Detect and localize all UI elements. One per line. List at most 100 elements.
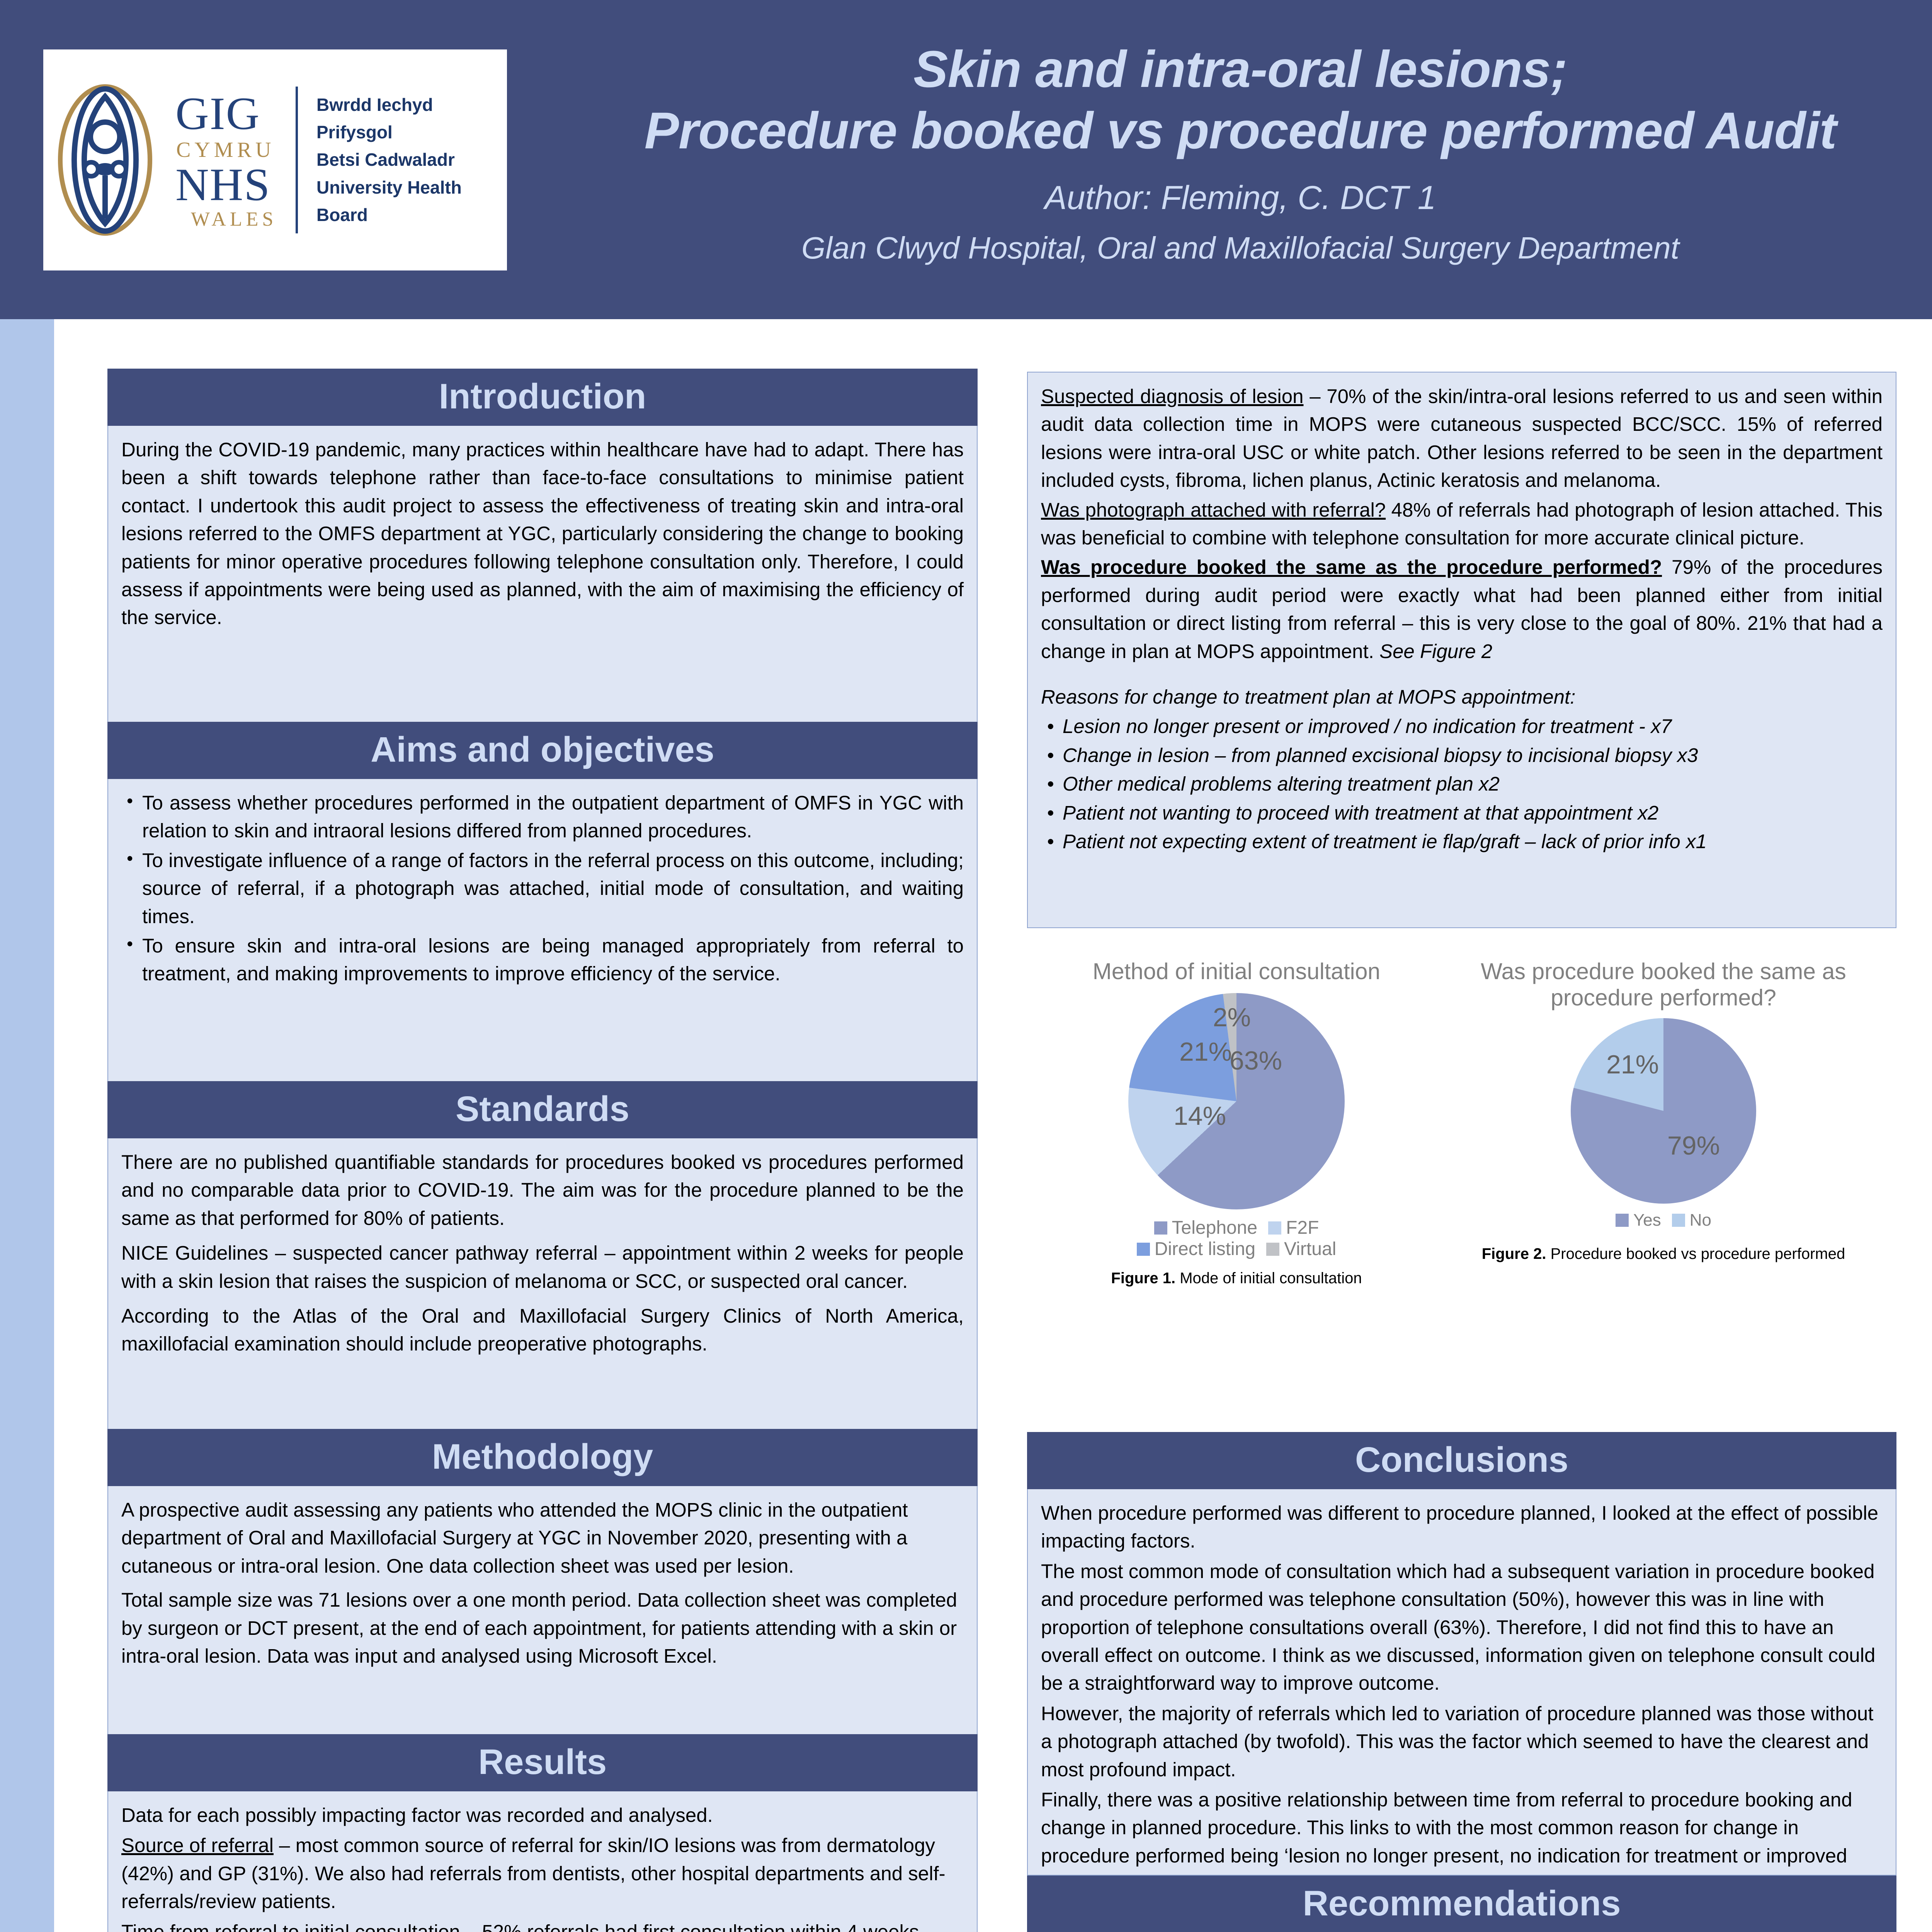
findings-item: Was photograph attached with referral? 4… [1041,496,1883,552]
page-title-line-2: Procedure booked vs procedure performed … [644,102,1837,160]
figure-2-legend: Yes No [1571,1211,1756,1230]
list-item: Patient not expecting extent of treatmen… [1041,828,1883,856]
section-standards-body: There are no published quantifiable stan… [107,1138,978,1436]
section-methodology: Methodology A prospective audit assessin… [107,1429,978,1741]
section-introduction: Introduction During the COVID-19 pandemi… [107,369,978,728]
poster-banner: GIG CYMRU NHS WALES Bwrdd Iechyd Prifysg… [0,0,1932,319]
standards-paragraph-1: There are no published quantifiable stan… [121,1151,964,1229]
findings-item-label: Suspected diagnosis of lesion [1041,385,1304,407]
figure-1-title: Method of initial consultation [1092,959,1381,984]
legend-label: Telephone [1172,1218,1258,1238]
section-conclusions-heading: Conclusions [1027,1432,1896,1489]
pie-slice-label-telephone: 63% [1229,1046,1282,1076]
department-line: Glan Clwyd Hospital, Oral and Maxillofac… [801,230,1680,265]
section-results: Results Data for each possibly impacting… [107,1734,978,1932]
legend-label: Direct listing [1154,1239,1256,1260]
findings-item-text: – 70% of the skin/intra-oral lesions ref… [1041,385,1883,492]
findings-item: Suspected diagnosis of lesion – 70% of t… [1041,383,1883,495]
results-item-label: Source of referral [121,1834,274,1857]
legend-swatch-icon [1136,1242,1150,1256]
figure-1-pie [1128,993,1345,1210]
author-line: Author: Fleming, C. DCT 1 [1044,179,1436,216]
legend-label: Virtual [1284,1239,1337,1260]
results-item-label: Time from referral to initial consultati… [121,1920,460,1932]
section-recommendations: Recommendations Reaching out to GPs, den… [1027,1876,1896,1932]
health-board-name: Bwrdd Iechyd Prifysgol Betsi Cadwaladr U… [316,91,507,229]
figures-area: Method of initial consultation 63% 14% 2… [1026,958,1911,1349]
list-item: Other medical problems altering treatmen… [1041,770,1883,798]
list-item: Change in lesion – from planned excision… [1041,742,1883,770]
legend-swatch-icon [1266,1242,1280,1256]
section-aims-heading: Aims and objectives [107,722,978,779]
section-aims-body: To assess whether procedures performed i… [107,779,978,1088]
legend-item-telephone: Telephone [1154,1217,1258,1238]
figure-1-caption-text: Mode of initial consultation [1175,1270,1362,1287]
figure-1-caption: Figure 1. Mode of initial consultation [1026,1270,1447,1287]
section-recommendations-heading: Recommendations [1027,1876,1896,1932]
logo-gig-text: GIG [175,88,260,139]
figure-1-pie-wrap: 63% 14% 21% 2% [1128,993,1345,1210]
results-item-text: – 52% referrals had first consultation w… [465,1920,919,1932]
logo-nhs-text: NHS [175,159,271,210]
figure-2: Was procedure booked the same as procedu… [1455,958,1872,1263]
list-item: Lesion no longer present or improved / n… [1041,713,1883,741]
section-results-body: Data for each possibly impacting factor … [107,1791,978,1932]
figure-2-caption: Figure 2. Procedure booked vs procedure … [1455,1245,1872,1263]
page-title: Skin and intra-oral lesions; Procedure b… [526,39,1932,162]
health-board-line-1: Bwrdd Iechyd Prifysgol [316,94,433,143]
pie-slice-label-no: 21% [1606,1049,1659,1079]
pie-slice-label-direct-listing: 21% [1179,1037,1232,1067]
list-item: To ensure skin and intra-oral lesions ar… [121,931,964,988]
figure-1-caption-label: Figure 1. [1111,1270,1176,1287]
legend-label: No [1689,1210,1712,1230]
figure-2-caption-text: Procedure booked vs procedure performed [1546,1245,1845,1262]
aims-bullet-list: To assess whether procedures performed i… [121,788,964,988]
page-title-line-1: Skin and intra-oral lesions; [913,41,1568,98]
figure-1-legend: Telephone F2F Direct listing Virtual [1090,1217,1383,1260]
logo-divider [296,87,298,233]
legend-item-yes: Yes [1615,1210,1661,1230]
findings-item-label: Was photograph attached with referral? [1041,498,1386,521]
legend-item-no: No [1672,1211,1711,1230]
pie-slice-label-f2f: 14% [1173,1101,1226,1131]
figure-2-reference: See Figure 2 [1379,640,1493,662]
figure-2-caption-label: Figure 2. [1481,1245,1546,1262]
findings-item-text: 48% of referrals had photograph of lesio… [1041,498,1883,549]
figure-2-title: Was procedure booked the same as procedu… [1481,959,1846,1011]
legend-label: F2F [1286,1218,1319,1238]
conclusions-paragraph-3: However, the majority of referrals which… [1041,1702,1874,1781]
logo-wales-text: WALES [191,208,277,230]
figure-1: Method of initial consultation 63% 14% 2… [1026,958,1447,1287]
conclusions-paragraph-2: The most common mode of consultation whi… [1041,1560,1876,1694]
section-standards: Standards There are no published quantif… [107,1081,978,1436]
findings-item-text: 79% of the procedures performed during a… [1041,556,1883,662]
reasons-for-change-block: Reasons for change to treatment plan at … [1041,683,1883,856]
legend-swatch-icon [1615,1213,1629,1227]
legend-swatch-icon [1154,1221,1167,1235]
section-introduction-body: During the COVID-19 pandemic, many pract… [107,426,978,728]
list-item: To investigate influence of a range of f… [121,846,964,930]
legend-swatch-icon [1672,1213,1685,1227]
figure-2-pie [1571,1018,1756,1204]
findings-panel: Suspected diagnosis of lesion – 70% of t… [1027,372,1896,928]
findings-item-label: Was procedure booked the same as the pro… [1041,556,1662,578]
section-methodology-heading: Methodology [107,1429,978,1486]
nhs-wales-emblem-icon [43,83,167,237]
reasons-list: Lesion no longer present or improved / n… [1041,713,1883,855]
section-methodology-body: A prospective audit assessing any patien… [107,1486,978,1741]
health-board-line-2: Betsi Cadwaladr [316,150,455,170]
methodology-paragraph-2: Total sample size was 71 lesions over a … [121,1589,957,1667]
legend-item-f2f: F2F [1268,1217,1319,1238]
legend-item-virtual: Virtual [1266,1238,1336,1260]
pie-slice-label-virtual: 2% [1213,1003,1251,1032]
results-item: Time from referral to initial consultati… [121,1918,964,1932]
legend-label: Yes [1633,1210,1661,1230]
health-board-line-3: University Health Board [316,177,462,225]
methodology-paragraph-1: A prospective audit assessing any patien… [121,1499,908,1577]
poster-canvas: Introduction During the COVID-19 pandemi… [54,319,1932,1932]
results-item-text: – most common source of referral for ski… [121,1834,946,1913]
standards-paragraph-2: NICE Guidelines – suspected cancer pathw… [121,1242,964,1292]
standards-paragraph-3: According to the Atlas of the Oral and M… [121,1305,964,1355]
list-item: To assess whether procedures performed i… [121,788,964,845]
reasons-title: Reasons for change to treatment plan at … [1041,686,1576,708]
